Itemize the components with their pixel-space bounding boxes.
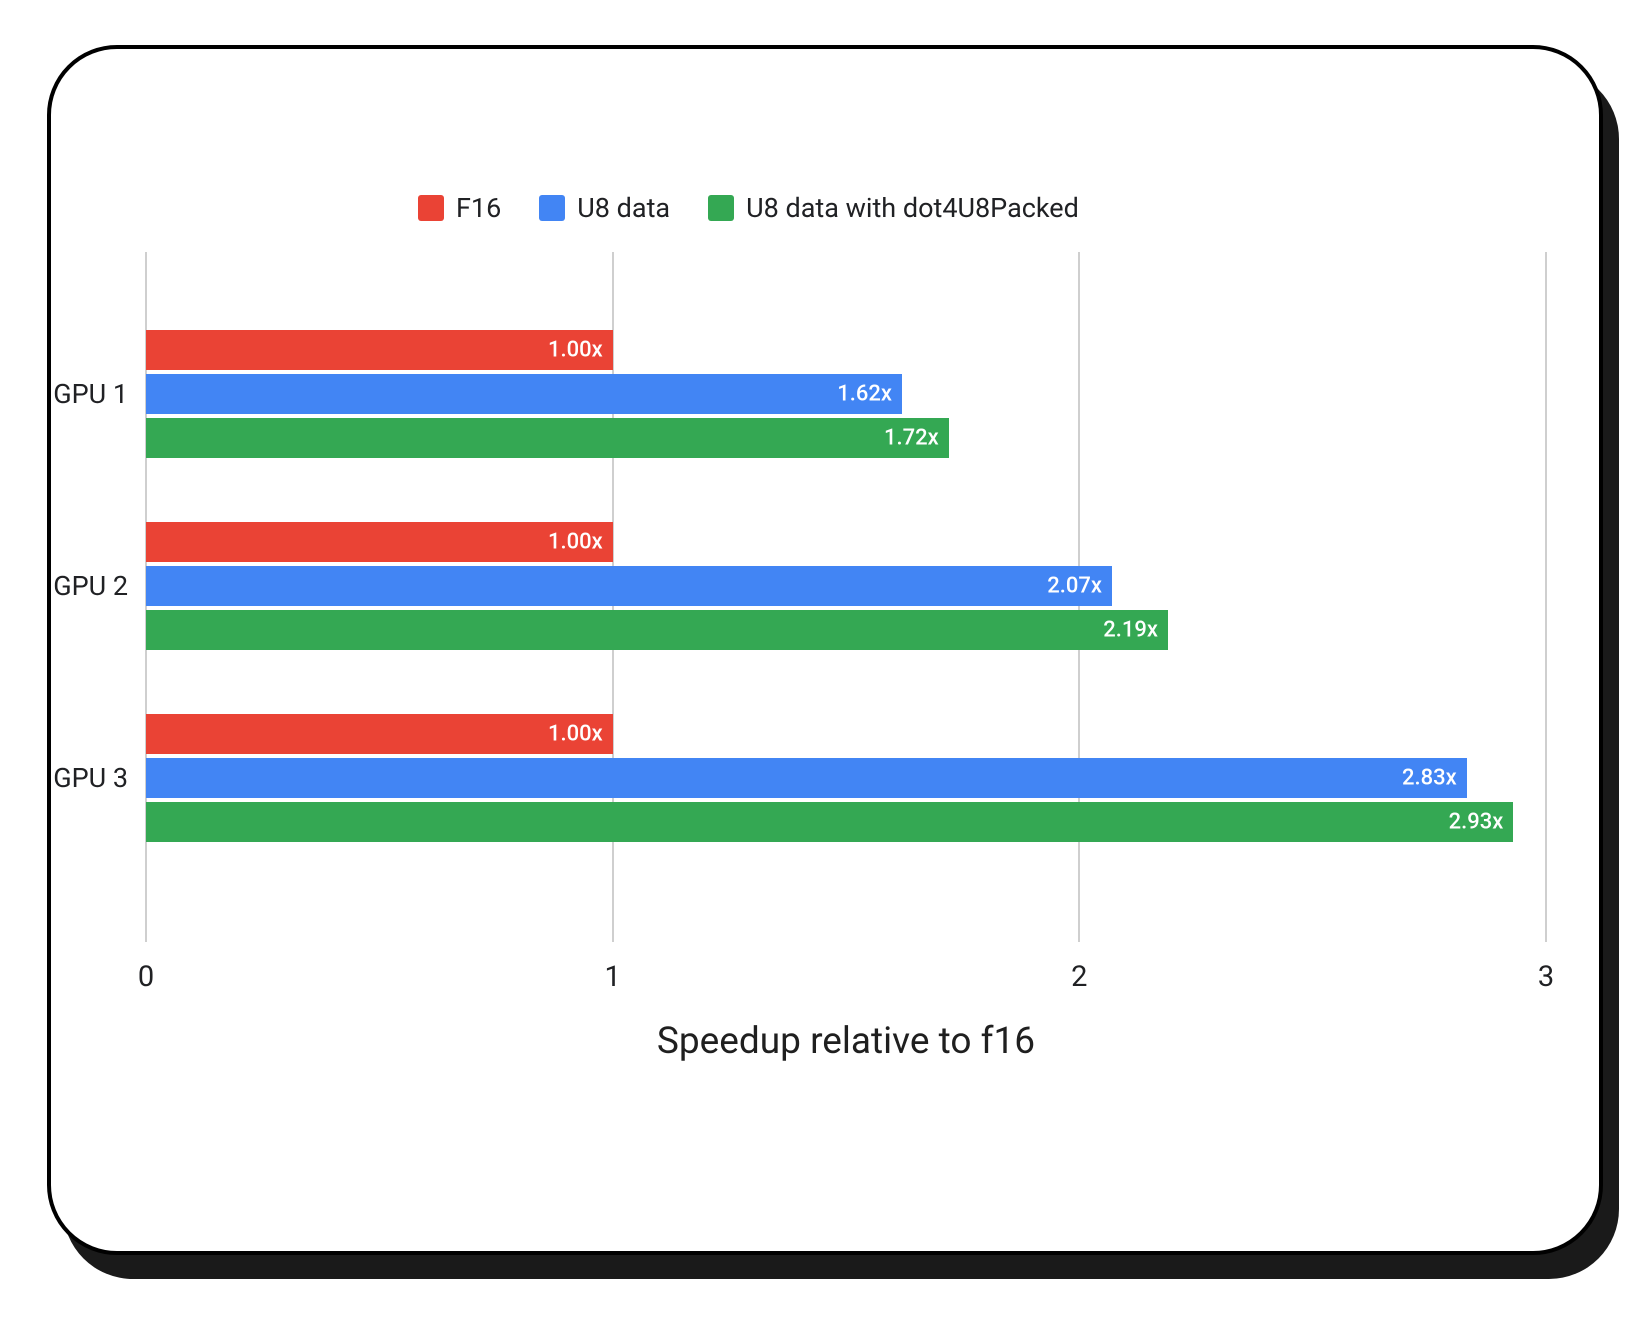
legend-label: U8 data xyxy=(577,192,670,224)
legend-label: F16 xyxy=(456,192,501,224)
legend-item: F16 xyxy=(418,192,501,224)
bar: 1.00x xyxy=(146,330,613,370)
bar: 2.19x xyxy=(146,610,1168,650)
bar-value-label: 2.07x xyxy=(1047,574,1102,599)
bar-value-label: 2.93x xyxy=(1449,810,1504,835)
chart-plot-area: 01231.00x1.62x1.72xGPU 11.00x2.07x2.19xG… xyxy=(146,252,1546,942)
bar-value-label: 1.62x xyxy=(837,382,892,407)
legend-swatch xyxy=(708,195,734,221)
bar: 2.07x xyxy=(146,566,1112,606)
bar-value-label: 1.00x xyxy=(548,722,603,747)
chart-legend: F16 U8 data U8 data with dot4U8Packed xyxy=(418,192,1079,224)
x-gridline xyxy=(1545,252,1547,942)
bar: 2.93x xyxy=(146,802,1513,842)
y-category-label: GPU 2 xyxy=(18,570,128,602)
x-axis-label: Speedup relative to f16 xyxy=(657,1020,1035,1063)
legend-swatch xyxy=(539,195,565,221)
bar-value-label: 1.00x xyxy=(548,530,603,555)
x-tick-label: 1 xyxy=(605,960,621,994)
bar: 1.72x xyxy=(146,418,949,458)
bar-value-label: 2.83x xyxy=(1402,766,1457,791)
bar: 1.00x xyxy=(146,522,613,562)
y-category-label: GPU 1 xyxy=(18,378,128,410)
chart-card: F16 U8 data U8 data with dot4U8Packed 0 1 2 3… xyxy=(47,45,1603,1255)
bar-value-label: 2.19x xyxy=(1103,618,1158,643)
bar-value-label: 1.00x xyxy=(548,338,603,363)
legend-item: U8 data xyxy=(539,192,670,224)
stage: F16 U8 data U8 data with dot4U8Packed 0 1 2 3… xyxy=(0,0,1650,1334)
legend-item: U8 data with dot4U8Packed xyxy=(708,192,1079,224)
x-tick-label: 3 xyxy=(1538,960,1554,994)
legend-swatch xyxy=(418,195,444,221)
x-tick-label: 0 xyxy=(138,960,154,994)
legend-label: U8 data with dot4U8Packed xyxy=(746,192,1079,224)
bar-value-label: 1.72x xyxy=(884,426,939,451)
bar: 1.00x xyxy=(146,714,613,754)
y-category-label: GPU 3 xyxy=(18,762,128,794)
x-tick-label: 2 xyxy=(1071,960,1087,994)
bar: 2.83x xyxy=(146,758,1467,798)
bar: 1.62x xyxy=(146,374,902,414)
